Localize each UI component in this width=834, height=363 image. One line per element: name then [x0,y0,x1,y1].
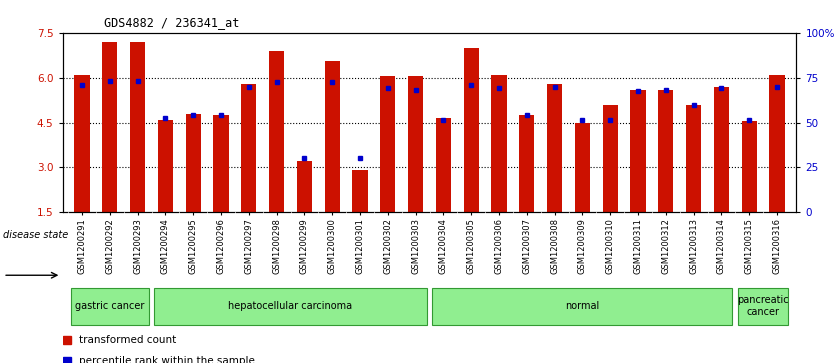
Bar [435,118,451,212]
Bar [408,76,423,212]
Text: GSM1200292: GSM1200292 [105,218,114,274]
Text: GSM1200302: GSM1200302 [384,218,392,274]
Text: GSM1200291: GSM1200291 [78,218,87,274]
Text: GSM1200298: GSM1200298 [272,218,281,274]
Text: GSM1200305: GSM1200305 [467,218,475,274]
Text: GSM1200313: GSM1200313 [689,218,698,274]
Text: normal: normal [565,301,600,311]
Text: GSM1200312: GSM1200312 [661,218,671,274]
Text: percentile rank within the sample: percentile rank within the sample [79,356,255,363]
Text: transformed count: transformed count [79,335,177,345]
Bar [658,90,674,212]
Text: GSM1200309: GSM1200309 [578,218,587,274]
Bar [158,119,173,212]
Bar [297,162,312,212]
Text: hepatocellular carcinoma: hepatocellular carcinoma [229,301,353,311]
Text: GSM1200310: GSM1200310 [605,218,615,274]
Bar [71,288,148,325]
Text: gastric cancer: gastric cancer [75,301,144,311]
Bar [74,75,90,212]
Bar [324,61,340,212]
Text: GSM1200306: GSM1200306 [495,218,504,274]
Bar [547,83,562,212]
Bar [130,42,145,212]
Text: GSM1200301: GSM1200301 [355,218,364,274]
Bar [241,83,256,212]
Bar [352,171,368,212]
Bar [269,51,284,212]
Bar [214,115,229,212]
Bar [714,87,729,212]
Text: GSM1200316: GSM1200316 [772,218,781,274]
Bar [631,90,646,212]
Text: disease state: disease state [3,229,68,240]
Text: GSM1200307: GSM1200307 [522,218,531,274]
Bar [575,123,590,212]
Bar [602,105,618,212]
Bar [432,288,732,325]
Text: GSM1200311: GSM1200311 [634,218,642,274]
Text: GSM1200293: GSM1200293 [133,218,142,274]
Bar [769,75,785,212]
Bar [741,121,757,212]
Bar [464,48,479,212]
Text: GSM1200314: GSM1200314 [717,218,726,274]
Bar [102,42,118,212]
Text: GSM1200300: GSM1200300 [328,218,337,274]
Text: GDS4882 / 236341_at: GDS4882 / 236341_at [104,16,239,29]
Bar [380,76,395,212]
Text: GSM1200294: GSM1200294 [161,218,170,274]
Bar [738,288,788,325]
Bar [185,114,201,212]
Text: pancreatic
cancer: pancreatic cancer [737,295,789,317]
Text: GSM1200297: GSM1200297 [244,218,254,274]
Text: GSM1200299: GSM1200299 [300,218,309,274]
Text: GSM1200315: GSM1200315 [745,218,754,274]
Bar [491,75,507,212]
Text: GSM1200304: GSM1200304 [439,218,448,274]
Bar [519,115,535,212]
Text: GSM1200295: GSM1200295 [188,218,198,274]
Bar [686,105,701,212]
Bar [154,288,426,325]
Text: GSM1200296: GSM1200296 [217,218,225,274]
Text: GSM1200303: GSM1200303 [411,218,420,274]
Text: GSM1200308: GSM1200308 [550,218,559,274]
